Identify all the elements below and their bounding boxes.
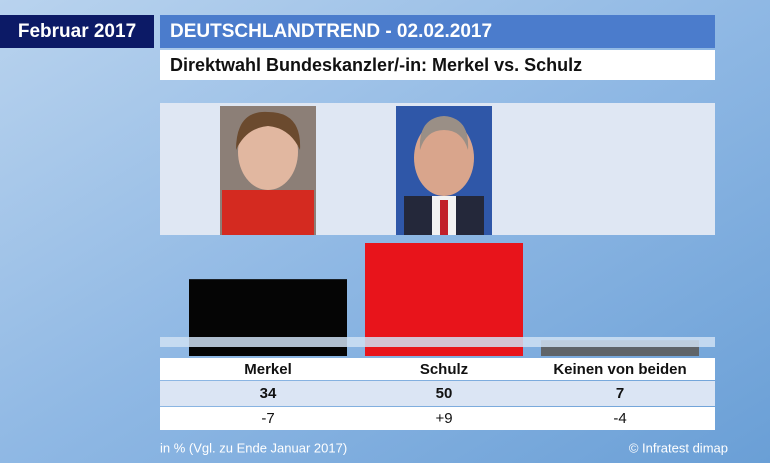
photo-schulz	[396, 106, 492, 235]
category-label: Merkel	[244, 361, 292, 378]
subtitle: Direktwahl Bundeskanzler/-in: Merkel vs.…	[170, 55, 582, 75]
change-label: -7	[261, 410, 274, 427]
date: Februar 2017	[18, 21, 136, 42]
title-bar	[160, 15, 715, 48]
change-label: +9	[435, 410, 452, 427]
value-label: 50	[436, 385, 453, 402]
change-label: -4	[613, 410, 626, 427]
glass-band	[160, 337, 715, 347]
changes-row	[160, 407, 715, 430]
value-label: 7	[616, 385, 624, 402]
category-label: Schulz	[420, 361, 468, 378]
value-label: 34	[260, 385, 277, 402]
date-box	[0, 15, 154, 48]
footnote: in % (Vgl. zu Ende Januar 2017)	[160, 440, 347, 455]
values-row	[160, 381, 715, 406]
subtitle-bar	[160, 50, 715, 80]
names-row	[160, 358, 715, 380]
photo-merkel	[220, 106, 316, 235]
title: DEUTSCHLANDTREND - 02.02.2017	[170, 21, 492, 42]
category-label: Keinen von beiden	[553, 361, 686, 378]
source: © Infratest dimap	[629, 440, 728, 455]
